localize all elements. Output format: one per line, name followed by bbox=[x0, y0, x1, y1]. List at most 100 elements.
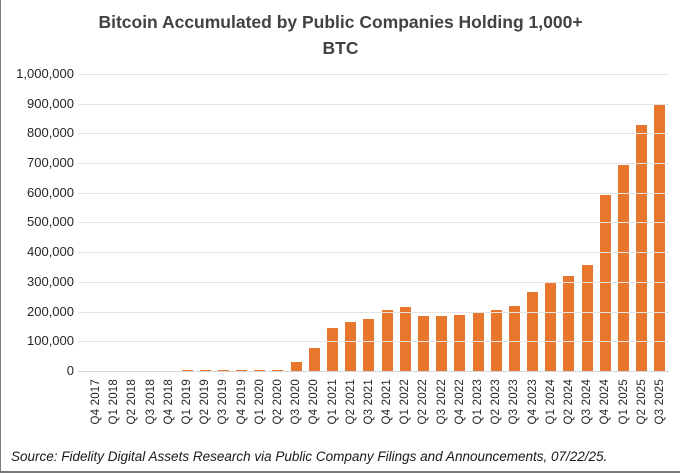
bar bbox=[581, 265, 593, 372]
bar-series bbox=[87, 75, 669, 372]
x-axis-slot: Q3 2025 bbox=[651, 372, 669, 425]
x-axis-slot: Q3 2023 bbox=[505, 372, 523, 425]
x-axis-label: Q4 2018 bbox=[162, 379, 175, 425]
bar-slot bbox=[342, 75, 360, 372]
source-note: Source: Fidelity Digital Assets Research… bbox=[11, 449, 608, 464]
gridline bbox=[78, 104, 669, 105]
y-axis-label: 500,000 bbox=[27, 214, 74, 229]
bar-slot bbox=[433, 75, 451, 372]
bar bbox=[599, 195, 611, 372]
y-axis-label: 800,000 bbox=[27, 125, 74, 140]
bar bbox=[527, 292, 539, 372]
x-axis-label: Q2 2024 bbox=[562, 379, 575, 425]
x-axis-slot: Q4 2017 bbox=[87, 372, 105, 425]
x-axis-slot: Q4 2021 bbox=[378, 372, 396, 425]
bar-slot bbox=[323, 75, 341, 372]
bar bbox=[327, 328, 339, 372]
x-axis-slot: Q2 2022 bbox=[414, 372, 432, 425]
x-axis-slot: Q3 2022 bbox=[433, 372, 451, 425]
bar bbox=[399, 307, 411, 372]
chart-title-line-2: BTC bbox=[322, 38, 359, 59]
x-axis-label: Q4 2019 bbox=[235, 379, 248, 425]
y-axis-label: 900,000 bbox=[27, 96, 74, 111]
bar bbox=[618, 165, 630, 372]
gridline bbox=[78, 252, 669, 253]
x-axis-slot: Q2 2025 bbox=[633, 372, 651, 425]
x-axis-slot: Q4 2022 bbox=[451, 372, 469, 425]
bar-slot bbox=[360, 75, 378, 372]
y-axis-label: 100,000 bbox=[27, 333, 74, 348]
bar bbox=[654, 104, 666, 372]
bar-slot bbox=[233, 75, 251, 372]
y-axis-label: 0 bbox=[66, 363, 74, 378]
x-axis-label: Q4 2017 bbox=[90, 379, 103, 425]
x-axis-label: Q4 2021 bbox=[381, 379, 394, 425]
chart-title: Bitcoin Accumulated by Public Companies … bbox=[1, 9, 680, 62]
gridline bbox=[78, 133, 669, 134]
x-axis-slot: Q3 2019 bbox=[214, 372, 232, 425]
x-axis-slot: Q2 2024 bbox=[560, 372, 578, 425]
x-axis-slot: Q1 2021 bbox=[323, 372, 341, 425]
x-axis-label: Q4 2023 bbox=[526, 379, 539, 425]
x-axis-label: Q2 2025 bbox=[635, 379, 648, 425]
x-axis: Q4 2017 Q1 2018 Q2 2018 Q3 2018 Q4 2018 Q1 20… bbox=[87, 372, 669, 425]
x-axis-slot: Q4 2020 bbox=[305, 372, 323, 425]
bar-slot bbox=[414, 75, 432, 372]
y-axis-label: 700,000 bbox=[27, 155, 74, 170]
bar-slot bbox=[524, 75, 542, 372]
x-axis-slot: Q2 2023 bbox=[487, 372, 505, 425]
gridline bbox=[78, 341, 669, 342]
bar-slot bbox=[378, 75, 396, 372]
x-axis-label: Q1 2024 bbox=[544, 379, 557, 425]
bar bbox=[545, 283, 557, 372]
bar bbox=[472, 313, 484, 372]
bar bbox=[363, 319, 375, 372]
x-axis-label: Q3 2023 bbox=[508, 379, 521, 425]
bar-slot bbox=[469, 75, 487, 372]
x-axis-slot: Q1 2025 bbox=[614, 372, 632, 425]
x-axis-label: Q2 2023 bbox=[490, 379, 503, 425]
bar-slot bbox=[305, 75, 323, 372]
x-axis-slot: Q1 2023 bbox=[469, 372, 487, 425]
bar-slot bbox=[105, 75, 123, 372]
x-axis-slot: Q3 2021 bbox=[360, 372, 378, 425]
bar-slot bbox=[614, 75, 632, 372]
bar-slot bbox=[178, 75, 196, 372]
gridline bbox=[78, 74, 669, 75]
x-axis-slot: Q1 2024 bbox=[542, 372, 560, 425]
y-axis-label: 1,000,000 bbox=[16, 66, 74, 81]
bar-slot bbox=[87, 75, 105, 372]
y-axis-label: 300,000 bbox=[27, 274, 74, 289]
x-axis-slot: Q3 2020 bbox=[287, 372, 305, 425]
bar bbox=[508, 306, 520, 372]
bar-slot bbox=[214, 75, 232, 372]
x-axis-label: Q1 2022 bbox=[399, 379, 412, 425]
x-axis-label: Q2 2022 bbox=[417, 379, 430, 425]
gridline bbox=[78, 371, 669, 372]
x-axis-label: Q3 2020 bbox=[290, 379, 303, 425]
bar-slot bbox=[560, 75, 578, 372]
bar-slot bbox=[196, 75, 214, 372]
bar-slot bbox=[651, 75, 669, 372]
gridline bbox=[78, 282, 669, 283]
bar-slot bbox=[287, 75, 305, 372]
gridline bbox=[78, 193, 669, 194]
x-axis-label: Q3 2025 bbox=[653, 379, 666, 425]
x-axis-slot: Q2 2020 bbox=[269, 372, 287, 425]
x-axis-slot: Q2 2018 bbox=[123, 372, 141, 425]
x-axis-slot: Q4 2024 bbox=[596, 372, 614, 425]
x-axis-label: Q1 2020 bbox=[253, 379, 266, 425]
x-axis-slot: Q1 2019 bbox=[178, 372, 196, 425]
x-axis-slot: Q1 2018 bbox=[105, 372, 123, 425]
x-axis-slot: Q4 2018 bbox=[160, 372, 178, 425]
gridline bbox=[78, 222, 669, 223]
bar-slot bbox=[633, 75, 651, 372]
x-axis-label: Q1 2025 bbox=[617, 379, 630, 425]
x-axis-slot: Q4 2023 bbox=[524, 372, 542, 425]
x-axis-slot: Q1 2022 bbox=[396, 372, 414, 425]
bar bbox=[308, 348, 320, 372]
x-axis-slot: Q2 2019 bbox=[196, 372, 214, 425]
x-axis-label: Q1 2023 bbox=[472, 379, 485, 425]
bar bbox=[454, 315, 466, 372]
bar bbox=[417, 316, 429, 372]
